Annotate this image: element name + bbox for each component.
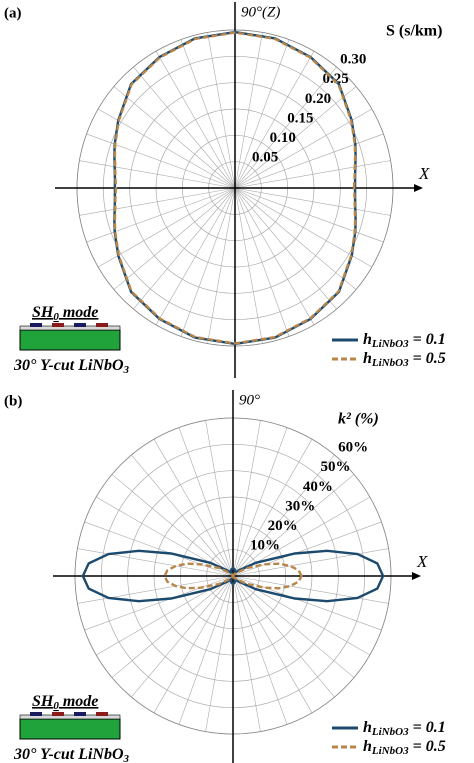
- r-tick-label: 50%: [320, 459, 350, 475]
- r-tick-label: 0.05: [252, 149, 278, 165]
- series-curve: [81, 549, 385, 603]
- angle-label: 90°: [239, 392, 260, 408]
- r-axis-title: k² (%): [338, 411, 379, 428]
- film: [19, 714, 121, 720]
- series-curve: [113, 31, 357, 345]
- r-tick-label: 40%: [303, 479, 333, 495]
- electrode: [74, 323, 86, 327]
- film: [19, 325, 121, 331]
- x-arrow: [414, 184, 423, 192]
- r-tick-label: 0.30: [340, 52, 366, 68]
- panel-label: (a): [4, 5, 22, 21]
- legend-label: hLiNbO3 = 0.5: [363, 350, 446, 369]
- legend-label: hLiNbO3 = 0.1: [363, 719, 446, 738]
- substrate: [19, 329, 121, 351]
- r-tick-label: 0.20: [305, 91, 331, 107]
- electrode: [30, 323, 42, 327]
- electrode: [74, 712, 86, 716]
- electrode: [96, 323, 108, 327]
- x-arrow: [412, 572, 421, 580]
- inset-caption: 30° Y-cut LiNbO3: [13, 357, 130, 376]
- series-curve: [163, 562, 303, 590]
- r-tick-label: 10%: [250, 537, 280, 553]
- legend-label: hLiNbO3 = 0.5: [363, 738, 446, 757]
- electrode: [96, 712, 108, 716]
- angle-label: 90°(Z): [241, 4, 280, 20]
- panel-label: (b): [4, 393, 22, 409]
- inset-title: SH0 mode: [32, 304, 98, 323]
- r-axis-title: S (s/km): [386, 23, 442, 40]
- r-tick-label: 30%: [285, 498, 315, 514]
- inset-caption: 30° Y-cut LiNbO3: [13, 746, 130, 763]
- r-tick-label: 0.15: [287, 110, 313, 126]
- inset-title: SH0 mode: [32, 693, 98, 712]
- legend-label: hLiNbO3 = 0.1: [363, 331, 446, 350]
- r-tick-label: 0.10: [270, 130, 296, 146]
- electrode: [30, 712, 42, 716]
- axis-label: X: [416, 552, 428, 571]
- r-tick-label: 20%: [268, 518, 298, 534]
- substrate: [19, 718, 121, 740]
- electrode: [52, 712, 64, 716]
- electrode: [52, 323, 64, 327]
- r-tick-label: 60%: [338, 440, 368, 456]
- axis-label: X: [418, 164, 430, 183]
